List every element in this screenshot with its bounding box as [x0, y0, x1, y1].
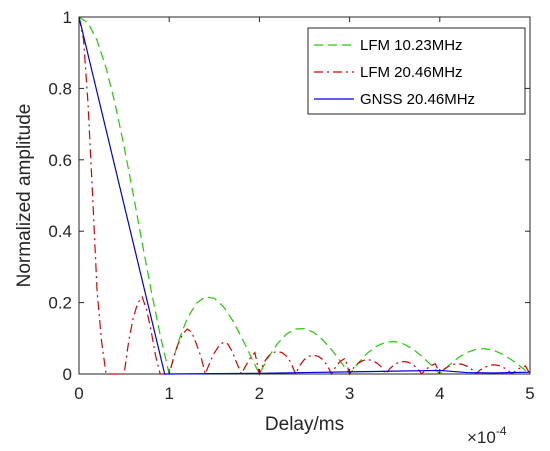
tick-layer: 0 1 2 3 4 5 0 0.2 0.4 0.6 0.8 1 — [48, 8, 534, 403]
series-line-1 — [78, 16, 531, 376]
x-axis-label: Delay/ms — [265, 414, 344, 435]
y-tick-label: 0.6 — [48, 151, 72, 170]
x-tick-label: 4 — [435, 384, 444, 403]
legend-items: LFM 10.23MHz LFM 20.46MHz GNSS 20.46MHz — [314, 37, 475, 108]
legend-box — [307, 27, 526, 115]
x-axis-exponent-power: -4 — [496, 424, 507, 438]
series-line-2 — [78, 16, 531, 377]
legend-label-2: LFM 20.46MHz — [360, 64, 463, 81]
y-tick-label: 0 — [63, 365, 72, 384]
y-tick-label: 0.4 — [48, 222, 72, 241]
legend-label-3: GNSS 20.46MHz — [360, 91, 475, 108]
y-axis-label: Normalized amplitude — [14, 104, 35, 288]
series-line-3 — [78, 16, 531, 375]
legend: LFM 10.23MHz LFM 20.46MHz GNSS 20.46MHz — [307, 27, 526, 115]
x-tick-label: 0 — [74, 384, 83, 403]
x-tick-label: 2 — [255, 384, 264, 403]
x-axis-exponent: ×10-4 — [467, 424, 507, 447]
y-tick-label: 0.2 — [48, 294, 72, 313]
series-layer — [78, 16, 531, 377]
x-tick-label: 3 — [345, 384, 354, 403]
legend-label-1: LFM 10.23MHz — [360, 37, 463, 54]
y-tick-label: 1 — [63, 8, 72, 27]
x-tick-label: 1 — [164, 384, 173, 403]
y-tick-label: 0.8 — [48, 79, 72, 98]
x-tick-label: 5 — [525, 384, 534, 403]
x-axis-exponent-base: ×10 — [467, 428, 496, 447]
